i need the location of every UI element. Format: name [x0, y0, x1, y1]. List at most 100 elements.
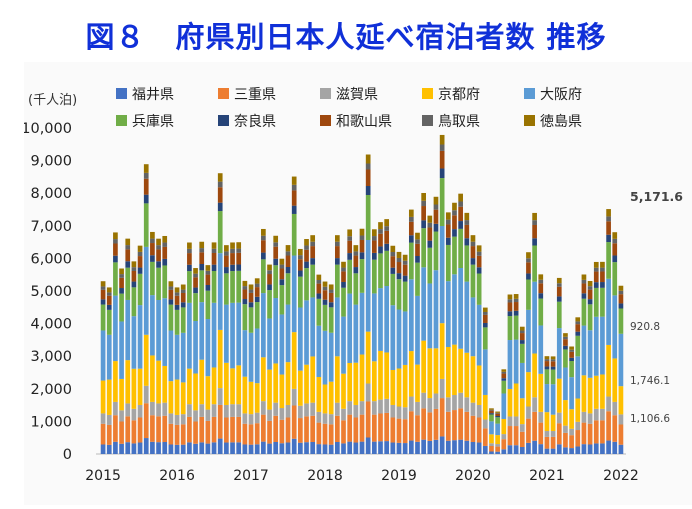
bar-segment [371, 441, 377, 454]
bar-segment [254, 423, 260, 445]
bar-segment [563, 336, 568, 340]
bar-segment [143, 203, 149, 247]
bar-segment [384, 441, 390, 454]
bar-segment [618, 424, 624, 445]
legend-swatch [422, 88, 433, 99]
bar-segment [162, 265, 168, 299]
x-tick-label: 2020 [455, 468, 491, 484]
bar-segment [322, 290, 328, 300]
bar-segment [248, 302, 254, 308]
bar-segment [544, 436, 550, 449]
bar-segment [298, 270, 303, 277]
bar-segment [427, 398, 433, 413]
bar-segment [575, 421, 581, 431]
bar-segment [427, 215, 433, 223]
y-tick-label: 3,000 [30, 349, 72, 365]
bar-segment [402, 419, 408, 444]
bar-segment [538, 293, 544, 299]
legend-label: 滋賀県 [336, 87, 378, 103]
bar-segment [445, 224, 451, 238]
bar-segment [532, 397, 537, 412]
bar-segment [230, 404, 235, 417]
bar-segment [507, 316, 513, 341]
bar-segment [532, 212, 537, 221]
bar-segment [396, 251, 402, 258]
bar-segment [217, 329, 223, 389]
bar-segment [464, 224, 470, 239]
bar-segment [162, 242, 168, 247]
bar-segment [526, 262, 531, 274]
bar-segment [439, 144, 445, 151]
bar-segment [205, 270, 211, 275]
bar-segment [458, 201, 463, 207]
bar-segment [316, 411, 322, 423]
bar-segment [353, 442, 359, 454]
bar-segment [341, 267, 346, 272]
bar-segment [217, 202, 223, 212]
bar-segment [612, 295, 618, 359]
bar-segment [532, 238, 537, 246]
bar-segment [365, 437, 371, 454]
bar-segment [168, 423, 174, 445]
bar-segment [445, 212, 451, 220]
plot-panel: (千人泊) 0 1,000 2,000 3,000 4,000 5,000 6,000 7,00… [21, 62, 692, 505]
bar-segment [180, 292, 186, 303]
bar-segment [452, 344, 457, 396]
bar-segment [550, 431, 556, 437]
bar-segment [131, 261, 137, 268]
bar-segment [612, 232, 618, 239]
bar-segment [581, 274, 587, 280]
bar-segment [322, 423, 328, 445]
bar-segment [193, 273, 198, 278]
bar-segment [285, 245, 291, 252]
bar-segment [359, 441, 365, 454]
bar-segment [248, 307, 254, 333]
bar-segment [427, 440, 433, 454]
bar-segment [236, 270, 242, 303]
bar-segment [254, 283, 260, 288]
bar-segment [501, 378, 507, 381]
bar-segment [532, 245, 537, 282]
bar-segment [489, 409, 494, 411]
bar-segment [100, 423, 106, 445]
bar-segment [273, 402, 279, 416]
bar-segment [316, 283, 322, 294]
bar-segment [341, 408, 346, 421]
bar-segment [106, 414, 112, 425]
bar-segment [495, 435, 500, 445]
bar-segment [365, 239, 371, 332]
bar-segment [137, 442, 143, 454]
bar-segment [378, 229, 383, 234]
bar-segment [606, 209, 611, 217]
bar-segment [556, 423, 562, 445]
bar-segment [316, 293, 322, 299]
bar-segment [384, 398, 390, 413]
bar-segment [125, 238, 131, 246]
bar-segment [612, 401, 618, 416]
bar-segment [267, 270, 272, 275]
bar-segment [211, 242, 217, 249]
bar-segment [291, 405, 297, 439]
bar-segment [593, 420, 599, 444]
bar-segment [593, 408, 599, 421]
bar-segment [310, 402, 316, 416]
bar-segment [150, 261, 155, 296]
bar-segment [612, 243, 618, 256]
bar-segment [612, 415, 618, 442]
bar-segment [100, 413, 106, 424]
bar-segment [421, 267, 426, 341]
bar-segment [199, 302, 205, 360]
bar-segment [378, 246, 383, 254]
bar-segment [526, 258, 531, 263]
x-tick-label: 2016 [159, 468, 195, 484]
bar-segment [217, 211, 223, 254]
bar-segment [415, 232, 420, 240]
bar-segment [445, 237, 451, 245]
bar-segment [137, 368, 143, 405]
bar-segment [612, 262, 618, 296]
bar-segment [402, 311, 408, 365]
bar-segment [452, 229, 457, 237]
bar-segment [538, 279, 544, 284]
y-tick-label: 1,000 [30, 414, 72, 430]
bar-segment [421, 220, 426, 229]
